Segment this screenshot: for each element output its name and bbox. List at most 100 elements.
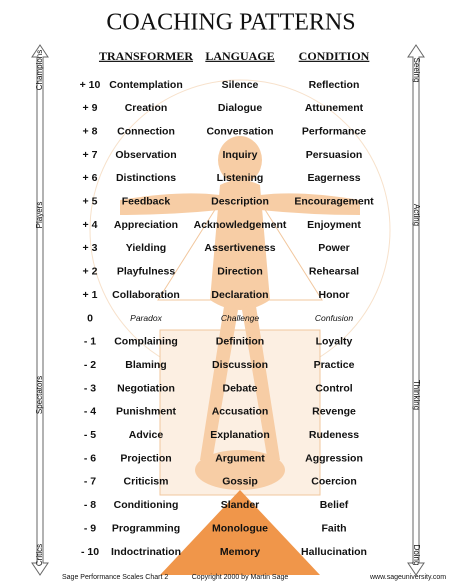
right-scale-label: Seeing: [412, 58, 421, 83]
pattern-cell: Inquiry: [222, 149, 257, 161]
pattern-cell: Conversation: [206, 125, 273, 137]
level: - 9: [84, 522, 96, 534]
level: - 10: [81, 546, 99, 558]
pattern-cell: Criticism: [124, 476, 169, 488]
level: 0: [87, 312, 93, 324]
level: - 1: [84, 336, 96, 348]
right-scale-label: Thinking: [412, 380, 421, 410]
pattern-cell: Attunement: [305, 102, 364, 114]
pattern-cell: Aggression: [305, 452, 363, 464]
level: + 9: [83, 102, 98, 114]
pattern-cell: Contemplation: [109, 79, 183, 91]
pattern-cell: Projection: [120, 452, 171, 464]
level: + 3: [83, 242, 98, 254]
right-arrow: [407, 44, 425, 576]
level: - 4: [84, 406, 96, 418]
level: - 2: [84, 359, 96, 371]
pattern-cell: Negotiation: [117, 382, 175, 394]
pattern-cell: Direction: [217, 266, 263, 278]
pattern-cell: Programming: [112, 522, 180, 534]
pattern-cell: Connection: [117, 125, 175, 137]
pattern-cell: Revenge: [312, 406, 356, 418]
level: + 10: [80, 79, 101, 91]
pattern-cell: Hallucination: [301, 546, 367, 558]
level: + 5: [83, 196, 98, 208]
pattern-cell: Playfulness: [117, 266, 176, 278]
title: COACHING PATTERNS: [106, 10, 355, 36]
pattern-cell: Complaining: [114, 336, 178, 348]
pattern-cell: Practice: [314, 359, 355, 371]
pattern-cell: Challenge: [221, 313, 260, 323]
pattern-cell: Encouragement: [294, 196, 374, 208]
left-scale-label: Spectators: [35, 376, 44, 414]
pattern-cell: Punishment: [116, 406, 177, 418]
left-arrow: [31, 44, 49, 576]
level: - 7: [84, 476, 96, 488]
column-header: LANGUAGE: [205, 49, 274, 63]
footer-text: Copyright 2000 by Martin Sage: [192, 574, 289, 581]
pattern-cell: Performance: [302, 125, 366, 137]
pattern-cell: Distinctions: [116, 172, 176, 184]
level: + 7: [83, 149, 98, 161]
pattern-cell: Faith: [321, 522, 346, 534]
pattern-cell: Description: [211, 196, 269, 208]
pattern-cell: Blaming: [125, 359, 166, 371]
pattern-cell: Rehearsal: [309, 266, 359, 278]
pattern-cell: Listening: [217, 172, 264, 184]
level: - 5: [84, 429, 96, 441]
pattern-cell: Discussion: [212, 359, 268, 371]
column-header: CONDITION: [299, 49, 370, 63]
level: + 1: [83, 289, 98, 301]
pattern-cell: Definition: [216, 336, 264, 348]
pattern-cell: Monologue: [212, 522, 268, 534]
pattern-cell: Argument: [215, 452, 265, 464]
pattern-cell: Persuasion: [306, 149, 363, 161]
pattern-cell: Gossip: [222, 476, 258, 488]
pattern-cell: Eagerness: [307, 172, 360, 184]
pattern-cell: Accusation: [212, 406, 269, 418]
right-scale-label: Doing: [412, 545, 421, 566]
pattern-cell: Confusion: [315, 313, 354, 323]
level: + 8: [83, 125, 98, 137]
pattern-cell: Belief: [320, 499, 349, 511]
level: + 4: [83, 219, 98, 231]
level: + 6: [83, 172, 98, 184]
pattern-cell: Memory: [220, 546, 260, 558]
pattern-cell: Observation: [115, 149, 176, 161]
base-triangle: [160, 490, 320, 575]
pattern-cell: Silence: [222, 79, 259, 91]
pattern-cell: Paradox: [130, 313, 162, 323]
level: - 6: [84, 452, 96, 464]
pattern-cell: Feedback: [122, 196, 171, 208]
pattern-cell: Explanation: [210, 429, 270, 441]
pattern-cell: Creation: [125, 102, 168, 114]
left-scale-label: Players: [35, 202, 44, 229]
level: - 3: [84, 382, 96, 394]
pattern-cell: Slander: [221, 499, 260, 511]
pattern-cell: Indoctrination: [111, 546, 181, 558]
figure-decoration: [89, 79, 391, 496]
pattern-cell: Assertiveness: [204, 242, 275, 254]
pattern-cell: Coercion: [311, 476, 357, 488]
right-scale-label: Acting: [412, 204, 421, 226]
pattern-cell: Control: [315, 382, 352, 394]
pattern-cell: Reflection: [309, 79, 360, 91]
pattern-cell: Acknowledgement: [194, 219, 287, 231]
left-scale-label: Champions: [35, 50, 44, 90]
footer-text: Sage Performance Scales Chart 2: [62, 574, 168, 581]
level: + 2: [83, 266, 98, 278]
footer-text: www.sageuniversity.com: [369, 574, 446, 581]
pattern-cell: Yielding: [126, 242, 166, 254]
pattern-cell: Debate: [222, 382, 257, 394]
pattern-cell: Rudeness: [309, 429, 359, 441]
pattern-cell: Declaration: [211, 289, 268, 301]
pattern-cell: Honor: [319, 289, 350, 301]
pattern-cell: Appreciation: [114, 219, 178, 231]
pattern-cell: Loyalty: [316, 336, 353, 348]
pattern-cell: Dialogue: [218, 102, 262, 114]
pattern-cell: Advice: [129, 429, 164, 441]
pattern-cell: Collaboration: [112, 289, 180, 301]
pattern-cell: Conditioning: [114, 499, 179, 511]
left-scale-label: Critics: [35, 544, 44, 566]
